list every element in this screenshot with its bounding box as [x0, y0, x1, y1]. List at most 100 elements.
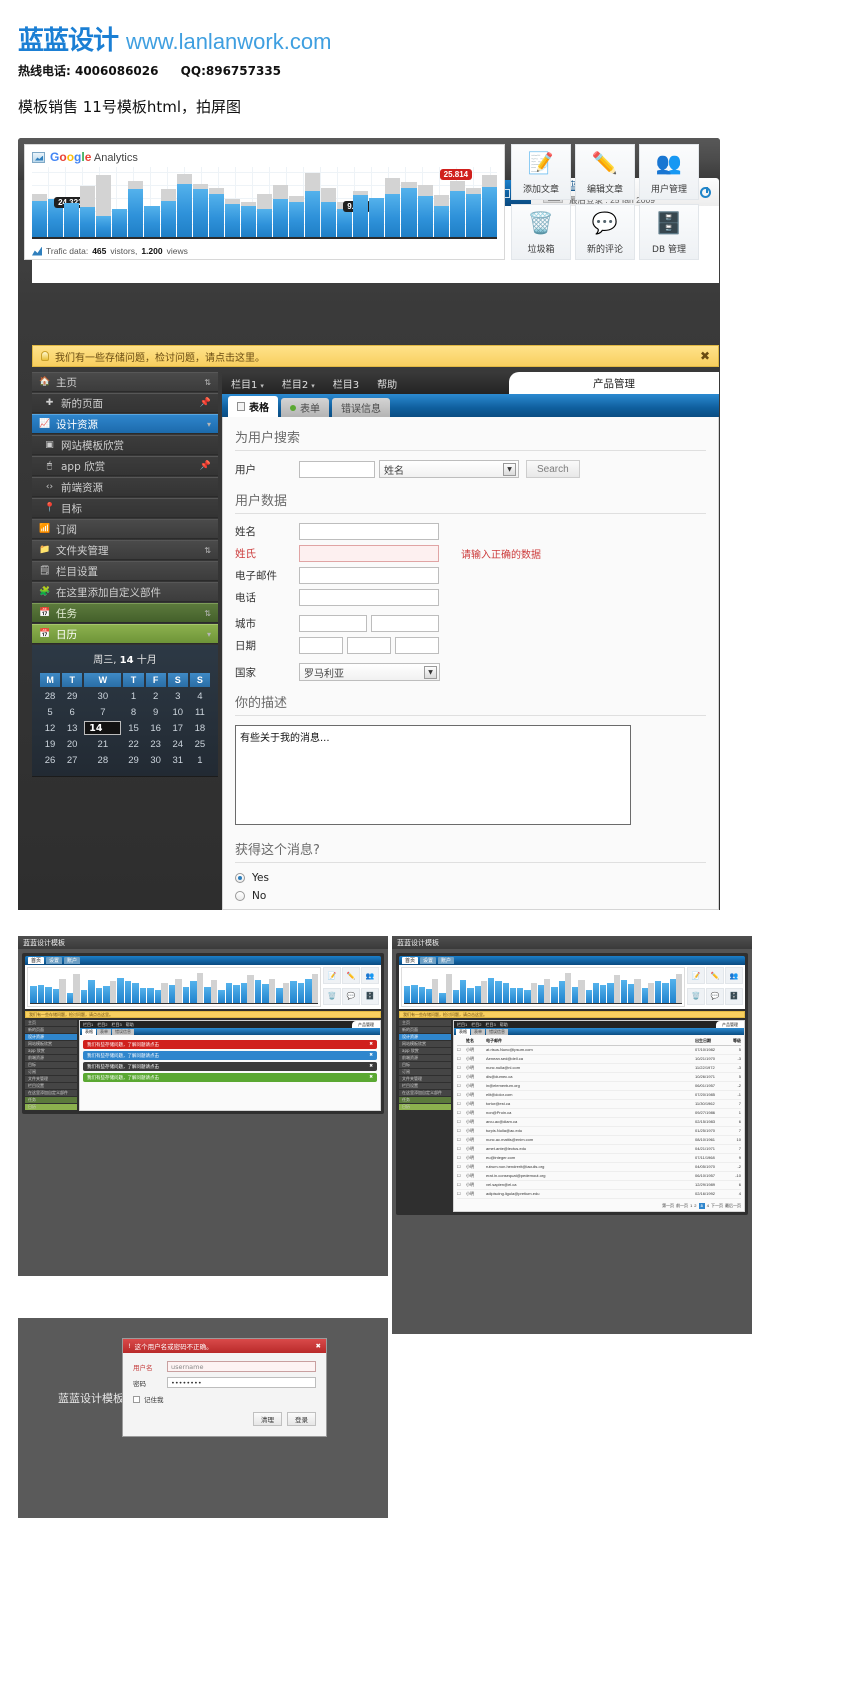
- sidebar-item-5[interactable]: ‹› 前端资源: [32, 477, 218, 497]
- calendar-day-cell[interactable]: 28: [44, 690, 56, 702]
- pager-item-7[interactable]: 最后一页: [725, 1203, 741, 1208]
- mini-sidebar-item-4[interactable]: app 欣赏: [399, 1048, 451, 1054]
- field-input-0[interactable]: [299, 523, 439, 540]
- mini-sidebar-item-0[interactable]: 主页: [399, 1020, 451, 1026]
- close-icon[interactable]: ✖: [315, 1342, 321, 1350]
- row-checkbox[interactable]: ☐: [457, 1155, 461, 1160]
- remember-me-checkbox[interactable]: 记住我: [133, 1394, 316, 1404]
- quick-action-add-article-icon[interactable]: 📝 添加文章: [511, 144, 571, 200]
- password-input[interactable]: [167, 1377, 316, 1388]
- city-input-1[interactable]: [299, 615, 367, 632]
- pin-icon[interactable]: 📌: [199, 461, 211, 471]
- close-icon[interactable]: ✖: [369, 1053, 373, 1058]
- calendar-day-cell[interactable]: 30: [150, 754, 161, 766]
- table-row[interactable]: ☐ 小明 dis@dumec.ca 10/26/1971 5: [457, 1073, 741, 1082]
- mini2-menu-3[interactable]: 栏目3: [485, 1021, 496, 1027]
- calendar-day-cell[interactable]: 4: [197, 690, 203, 702]
- edit-article-icon[interactable]: ✏️: [706, 967, 724, 984]
- search-input[interactable]: [299, 460, 375, 478]
- calendar-day-cell[interactable]: 1: [197, 754, 203, 766]
- radio-option-0[interactable]: Yes: [235, 872, 706, 884]
- trash-icon[interactable]: 🗑️: [323, 987, 341, 1005]
- mini-tab-account[interactable]: 账户: [64, 957, 81, 964]
- table-row[interactable]: ☐ 小明 vel.sapien@el.ca 12/29/1989 6: [457, 1181, 741, 1190]
- calendar-day-cell[interactable]: 16: [150, 722, 161, 734]
- search-field-select[interactable]: 姓名 ▼: [379, 460, 519, 478]
- calendar-day-cell[interactable]: 18: [194, 722, 206, 734]
- thumbnail-alerts[interactable]: 蓝蓝设计模板 首页 设置 账户 📝 ✏️ 👥 🗑️ 💬 🗄️ 我们有一些存储问题，检讨问题…: [18, 936, 388, 1276]
- col-email[interactable]: 电子邮件: [486, 1038, 502, 1043]
- login-button[interactable]: 登录: [287, 1412, 316, 1426]
- close-icon[interactable]: ✖: [369, 1075, 373, 1080]
- mini-tab-home[interactable]: 首页: [28, 957, 45, 964]
- mini2-ptab-2[interactable]: 表单: [471, 1029, 485, 1035]
- username-input[interactable]: [167, 1361, 316, 1372]
- alert-2[interactable]: 我们有些存储问题，了解问题请点击 ✖: [83, 1062, 377, 1071]
- mini2-tab-home[interactable]: 首页: [402, 957, 419, 964]
- panel-tab-2[interactable]: 错误信息: [332, 398, 390, 417]
- calendar-day-cell[interactable]: 2: [152, 690, 159, 702]
- calendar-day-cell[interactable]: 29: [128, 754, 139, 766]
- mini-ptab-1[interactable]: 表格: [82, 1029, 96, 1035]
- mini-tab-settings[interactable]: 设置: [46, 957, 63, 964]
- calendar-day-cell[interactable]: 19: [44, 738, 56, 750]
- quick-action-user-manage-icon[interactable]: 👥 用户管理: [639, 144, 699, 200]
- calendar-day-cell[interactable]: 21: [97, 738, 109, 750]
- row-checkbox[interactable]: ☐: [457, 1182, 461, 1187]
- calendar-day-cell[interactable]: 22: [128, 738, 139, 750]
- mini-sidebar-item-3[interactable]: 网站模板欣赏: [25, 1041, 77, 1047]
- mini-menu-2[interactable]: 栏目2: [97, 1021, 108, 1027]
- mini-sidebar-item-0[interactable]: 主页: [25, 1020, 77, 1026]
- sidebar-item-6[interactable]: 📍 目标: [32, 498, 218, 518]
- alert-0[interactable]: 我们有些存储问题，了解问题请点击 ✖: [83, 1040, 377, 1049]
- database-icon[interactable]: 🗄️: [725, 987, 743, 1005]
- table-row[interactable]: ☐ 小明 in@elementum.org 06/01/1957 -2: [457, 1082, 741, 1091]
- sort-icon[interactable]: ⇅: [204, 377, 211, 387]
- row-checkbox[interactable]: ☐: [457, 1074, 461, 1079]
- close-icon[interactable]: ✖: [369, 1042, 373, 1047]
- mini2-menu-2[interactable]: 栏目2: [471, 1021, 482, 1027]
- mini2-menu-4[interactable]: 帮助: [499, 1021, 508, 1027]
- table-row[interactable]: ☐ 小明 nunc.ac.mattis@enim.com 08/10/1961 …: [457, 1136, 741, 1145]
- row-checkbox[interactable]: ☐: [457, 1137, 461, 1142]
- menu-item-0[interactable]: 栏目1 ▾: [231, 379, 264, 391]
- calendar-day-cell[interactable]: 13: [66, 722, 78, 734]
- mini-sidebar-item-5[interactable]: 前端资源: [399, 1055, 451, 1061]
- mini-sidebar-item-10[interactable]: 在这里添加自定义部件: [399, 1090, 451, 1096]
- user-manage-icon[interactable]: 👥: [725, 967, 743, 984]
- sidebar-item-10[interactable]: 🧩 在这里添加自定义部件: [32, 582, 218, 602]
- quick-action-edit-article-icon[interactable]: ✏️ 编辑文章: [575, 144, 635, 200]
- radio-icon[interactable]: [235, 891, 245, 901]
- table-row[interactable]: ☐ 小明 Aenean.sed@dell.ca 10/21/1970 -3: [457, 1055, 741, 1064]
- radio-option-1[interactable]: No: [235, 890, 706, 902]
- calendar-day-cell[interactable]: 9: [152, 706, 159, 718]
- mini-sidebar-item-2[interactable]: 设计资源: [399, 1034, 451, 1040]
- table-row[interactable]: ☐ 小明 at.risus.Nunc@ipsum.com 07/10/1982 …: [457, 1046, 741, 1055]
- mini2-ptab-1[interactable]: 表格: [456, 1029, 470, 1035]
- pin-icon[interactable]: 📌: [199, 398, 211, 408]
- close-icon[interactable]: ✖: [369, 1064, 373, 1069]
- calendar-day-cell[interactable]: 6: [69, 706, 75, 718]
- pager-item-2[interactable]: 1: [690, 1203, 693, 1208]
- menu-item-1[interactable]: 栏目2 ▾: [281, 379, 315, 391]
- date-input-year[interactable]: [395, 637, 439, 654]
- sidebar-item-4[interactable]: 🖱 app 欣赏 📌: [32, 456, 218, 476]
- country-select[interactable]: 罗马利亚 ▼: [299, 663, 440, 681]
- sidebar-item-9[interactable]: 🗒 栏目设置: [32, 561, 218, 581]
- add-article-icon[interactable]: 📝: [323, 967, 341, 984]
- row-checkbox[interactable]: ☐: [457, 1146, 461, 1151]
- sidebar-item-2[interactable]: 📈 设计资源 ▾: [32, 414, 218, 434]
- table-pager[interactable]: 第一页 前一页 1 2 3 4 下一页 最后一页: [454, 1201, 744, 1211]
- mini-sidebar-item-1[interactable]: 新的页面: [25, 1027, 77, 1033]
- pager-item-3[interactable]: 2: [694, 1203, 697, 1208]
- clear-button[interactable]: 清理: [253, 1412, 282, 1426]
- calendar-day-cell[interactable]: 3: [175, 690, 181, 702]
- col-rank[interactable]: 等级: [733, 1038, 741, 1043]
- calendar-day-cell[interactable]: 31: [172, 754, 184, 766]
- pager-current[interactable]: 3: [698, 1203, 705, 1209]
- mini-notice-2[interactable]: 我们有一些存储问题，检讨问题，请点击这里。: [399, 1011, 745, 1018]
- mini-ptab-2[interactable]: 表单: [97, 1029, 111, 1035]
- calendar-day-cell[interactable]: 30: [97, 690, 109, 702]
- mini-sidebar-item-4[interactable]: app 欣赏: [25, 1048, 77, 1054]
- edit-article-icon[interactable]: ✏️: [342, 967, 360, 984]
